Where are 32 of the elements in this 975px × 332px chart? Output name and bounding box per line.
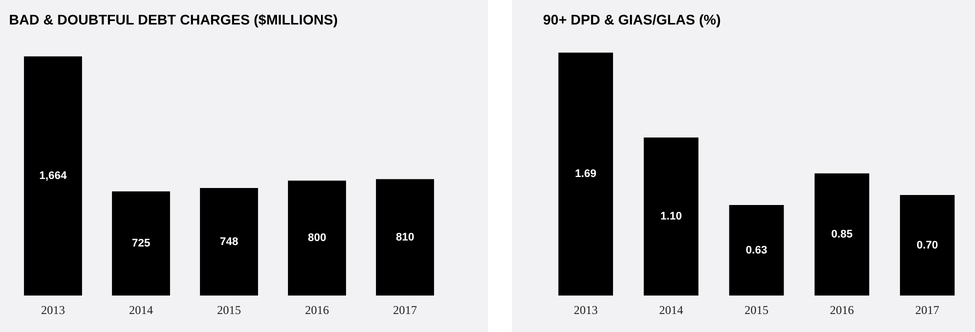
x-tick-label: 2013 bbox=[574, 302, 598, 317]
chart-title: BAD & DOUBTFUL DEBT CHARGES ($MILLIONS) bbox=[9, 11, 338, 28]
data-label: 1.10 bbox=[660, 210, 682, 223]
bar bbox=[112, 191, 170, 296]
bar bbox=[814, 173, 870, 296]
x-tick-label: 2017 bbox=[915, 302, 940, 317]
data-label: 0.70 bbox=[916, 239, 938, 252]
x-tick-label: 2013 bbox=[41, 302, 65, 317]
data-label: 725 bbox=[132, 238, 150, 250]
data-label: 800 bbox=[308, 232, 326, 244]
bar bbox=[200, 188, 258, 296]
chart-title: 90+ DPD & GIAS/GLAS (%) bbox=[543, 11, 721, 28]
data-label: 0.85 bbox=[831, 228, 853, 241]
data-label: 748 bbox=[220, 236, 238, 248]
data-label: 1,664 bbox=[39, 170, 68, 182]
bar bbox=[376, 179, 434, 296]
bar bbox=[558, 52, 614, 296]
data-label: 1.69 bbox=[574, 168, 596, 180]
bar bbox=[729, 205, 784, 296]
x-tick-label: 2016 bbox=[830, 302, 854, 317]
data-label: 810 bbox=[396, 231, 414, 244]
x-tick-label: 2014 bbox=[129, 302, 153, 317]
data-label: 0.63 bbox=[746, 244, 768, 256]
bar bbox=[288, 180, 346, 296]
x-tick-label: 2017 bbox=[393, 302, 417, 317]
x-tick-label: 2015 bbox=[217, 302, 241, 317]
x-tick-label: 2014 bbox=[659, 302, 684, 317]
bar bbox=[24, 56, 82, 296]
bar bbox=[900, 194, 955, 296]
x-tick-label: 2015 bbox=[744, 302, 768, 317]
bar bbox=[644, 137, 698, 296]
x-tick-label: 2016 bbox=[305, 302, 329, 317]
